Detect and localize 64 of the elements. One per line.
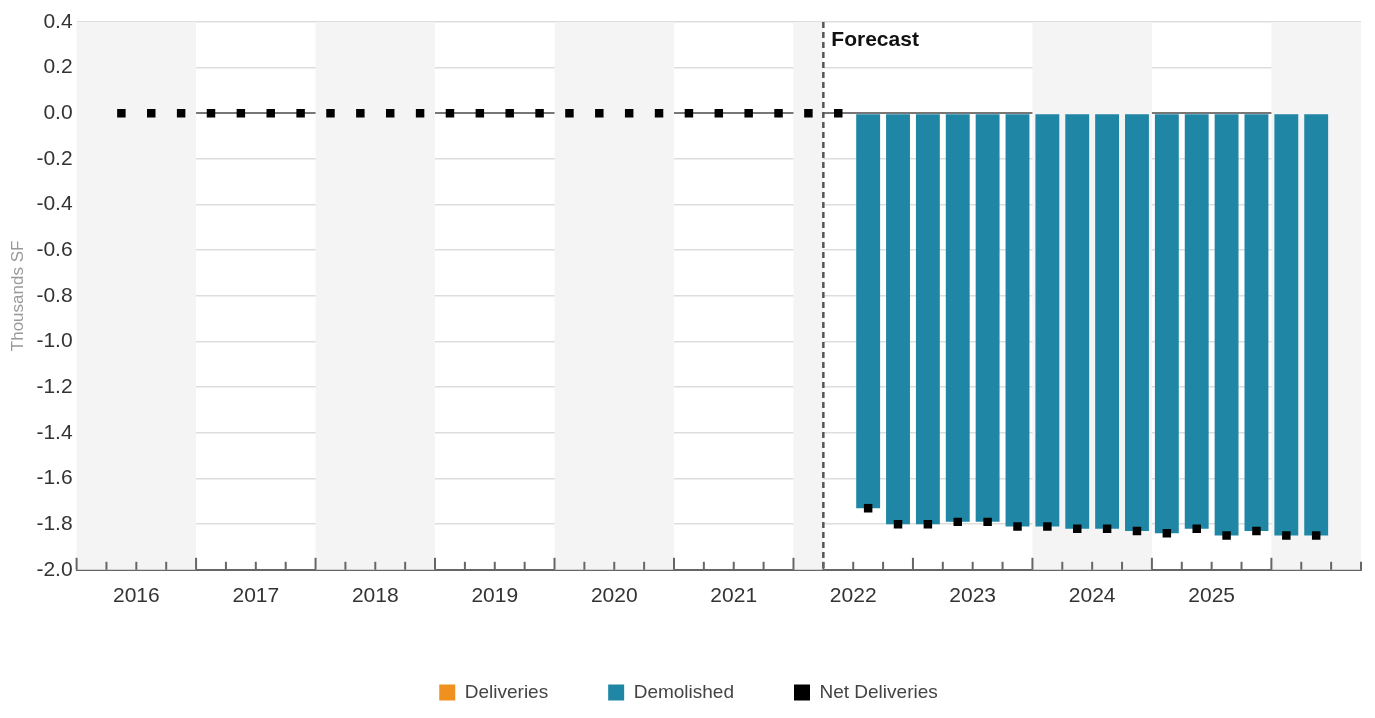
- point: [296, 109, 305, 118]
- legend-label: Demolished: [633, 680, 734, 702]
- point: [1072, 524, 1082, 533]
- point: [1222, 531, 1231, 540]
- x-tick-label: 2025: [1188, 583, 1236, 607]
- point: [475, 109, 485, 118]
- point: [1252, 526, 1261, 536]
- x-tick-label: 2019: [471, 583, 519, 607]
- x-tick-label: 2016: [112, 583, 160, 607]
- x-tick-label: 2024: [1068, 583, 1116, 607]
- point: [804, 109, 813, 118]
- y-tick-label: -1.0: [36, 328, 73, 352]
- point: [206, 109, 216, 118]
- point: [266, 109, 275, 118]
- point: [1102, 524, 1112, 533]
- point: [624, 109, 634, 118]
- point: [1043, 522, 1052, 531]
- point: [1192, 524, 1201, 533]
- ref-line-label: Forecast: [831, 26, 919, 50]
- point: [565, 109, 574, 118]
- y-axis-title: Thousands SF: [7, 240, 27, 352]
- point: [834, 109, 843, 118]
- point: [505, 109, 514, 118]
- point: [595, 109, 604, 118]
- point: [983, 517, 992, 527]
- x-tick-label: 2018: [351, 583, 399, 607]
- y-tick-label: 0.0: [43, 100, 73, 124]
- y-tick-label: -0.6: [36, 237, 73, 261]
- y-tick-label: -0.4: [36, 191, 73, 215]
- y-tick-label: -1.8: [36, 510, 73, 534]
- point: [117, 109, 126, 118]
- y-tick-label: 0.4: [43, 8, 73, 32]
- point: [744, 109, 753, 118]
- y-tick-label: -0.2: [36, 145, 73, 169]
- point: [356, 109, 365, 118]
- y-tick-label: 0.2: [43, 54, 73, 78]
- legend-label: Net Deliveries: [819, 680, 938, 702]
- point: [654, 109, 664, 118]
- x-tick-label: 2022: [829, 583, 877, 607]
- point: [445, 109, 455, 118]
- point: [1162, 529, 1172, 538]
- point: [147, 109, 156, 118]
- x-tick-label: 2020: [590, 583, 638, 607]
- point: [535, 109, 544, 118]
- x-tick-label: 2023: [949, 583, 997, 607]
- point: [774, 109, 783, 118]
- x-tick-label: 2017: [232, 583, 280, 607]
- y-tick-label: -1.6: [36, 465, 73, 489]
- y-tick-label: -1.4: [36, 419, 73, 443]
- point: [176, 109, 186, 118]
- point: [1282, 531, 1291, 540]
- point: [714, 109, 724, 118]
- point: [236, 109, 246, 118]
- y-tick-label: -0.8: [36, 282, 73, 306]
- point: [326, 109, 335, 118]
- point: [385, 109, 395, 118]
- point: [1013, 522, 1022, 531]
- legend-label: Deliveries: [464, 680, 549, 702]
- y-tick-label: -2.0: [36, 556, 73, 580]
- x-tick-label: 2021: [710, 583, 758, 607]
- y-tick-label: -1.2: [36, 374, 73, 397]
- point: [415, 109, 425, 118]
- point: [1311, 531, 1321, 540]
- point: [684, 109, 694, 118]
